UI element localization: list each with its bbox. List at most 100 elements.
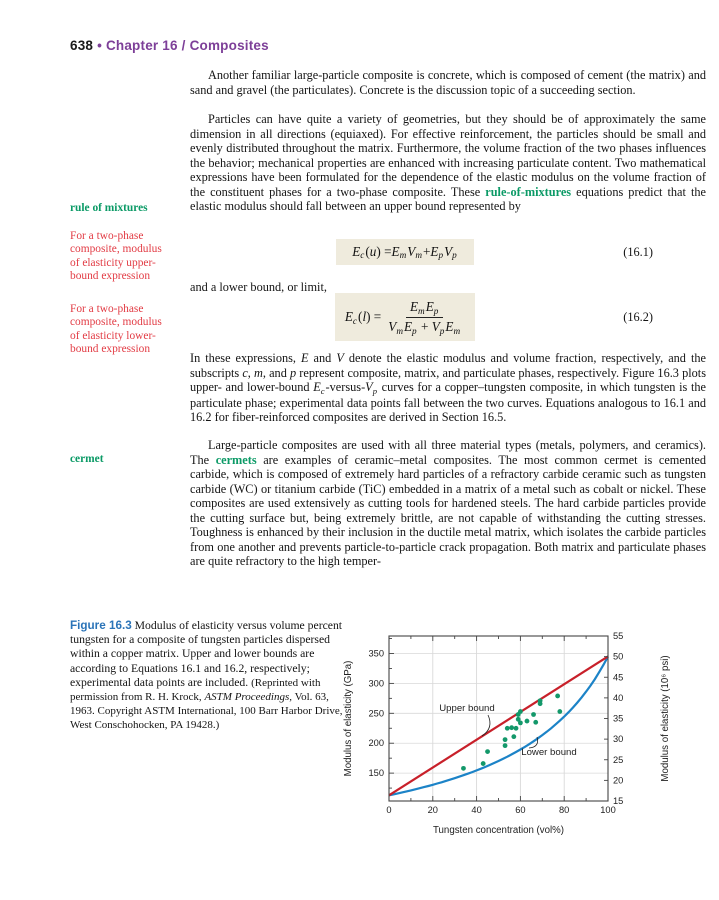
text-segment: , and [262,365,290,380]
text-segment: V [431,318,440,334]
text-segment: 638 [70,38,94,53]
text-segment: denote the elastic modulus and volume fr… [190,351,706,380]
equation-16-1-number: (16.1) [623,245,653,259]
text-segment: m [418,305,425,316]
y-right-axis-title: Modulus of elasticity (10⁶ psi) [660,655,671,781]
equation-16-2-numerator: EmEp [405,298,444,318]
x-tick-label: 80 [559,805,569,815]
data-point [531,712,536,717]
text-segment: Vol. 63, 1963. Copyright ASTM Internatio… [70,691,343,732]
text-segment: E [425,298,434,314]
annotation-label: Upper bound [439,703,494,714]
data-point [557,709,563,714]
page-header: 638 • Chapter 16 / Composites [70,38,670,53]
text-segment: V [336,351,344,365]
figure-caption: Figure 16.3 Modulus of elasticity versus… [70,619,343,733]
text-segment: m [415,250,422,260]
text-segment: ASTM Proceedings, [204,691,293,704]
text-segment: E [445,318,454,334]
y-right-tick-label: 35 [613,714,623,724]
data-point [515,716,521,722]
equation-16-2: Ec(l) = EmEp VmEp + VpEm [335,293,475,341]
equation-16-2-denominator: VmEp + VpEm [384,318,465,337]
x-tick-label: 40 [471,805,481,815]
equation-16-2-fraction: EmEp VmEp + VpEm [384,298,465,337]
text-segment: + [417,318,432,334]
text-segment: and a lower bound, or limit, [190,280,327,294]
paragraph-lower-bound-lead: and a lower bound, or limit, [190,280,706,295]
text-segment: + [422,244,431,259]
data-point [518,720,523,726]
equation-16-2-number: (16.2) [623,310,653,324]
text-segment: Modulus of elasticity versus volume perc… [70,619,343,689]
paragraph-particle-geometry: Particles can have quite a variety of ge… [190,112,706,214]
plot-frame [388,635,609,802]
text-segment: In these expressions, [190,351,302,365]
y-left-tick-label: 350 [368,648,384,658]
text-segment: p [452,250,457,260]
text-segment: p [438,250,444,260]
data-point [524,718,530,724]
text-segment: curves for a copper–tungsten composite, … [190,380,706,424]
x-tick-label: 20 [428,805,438,815]
text-segment: Large-particle composites are used with … [190,438,706,467]
lower-bound-curve [388,655,609,797]
data-point [485,749,490,754]
data-point [518,709,523,714]
annotation-leader-line [481,714,491,737]
text-segment: c [320,386,325,396]
data-point [511,734,517,740]
equation-16-2-lhs: Ec(l) = [344,309,381,326]
y-right-tick-label: 25 [613,755,623,765]
text-segment: m [396,325,403,336]
margin-note-rule-of-mixtures: rule of mixtures [70,202,148,214]
text-segment: p [372,386,377,396]
text-segment: l [362,309,367,324]
x-tick-label: 60 [515,805,525,815]
text-segment: , [247,365,254,380]
y-left-tick-label: 150 [368,768,384,778]
text-segment: and [308,351,337,365]
text-segment: u [369,244,377,259]
text-segment: V [365,380,373,394]
data-point [502,743,508,749]
margin-note-upper-bound: For a two-phase composite, modulus of el… [70,230,162,283]
data-point [504,725,510,731]
text-segment: • [93,38,106,53]
paragraph-cermets: Large-particle composites are used with … [190,438,706,569]
y-left-tick-label: 250 [368,708,384,718]
text-segment: E [352,244,361,259]
text-segment: c [242,365,248,380]
y-right-tick-label: 50 [613,652,623,662]
data-point [502,737,508,743]
text-segment: represent composite, matrix, and particu… [190,365,706,395]
paragraph-expressions: In these expressions, E and V denote the… [190,351,706,425]
text-segment: Another familiar large-particle composit… [190,68,706,97]
text-segment: ( [358,309,363,324]
x-tick-label: 100 [600,805,616,815]
text-segment: m [254,365,263,380]
text-segment: E [301,351,309,365]
text-segment: Particles can have quite a variety of ge… [190,112,706,199]
text-segment: c [352,316,358,326]
text-segment: V [388,318,397,334]
annotation-leader-line [528,736,539,749]
annotation-label: Lower bound [521,747,576,758]
text-segment: E [430,244,439,259]
text-segment: p [412,325,417,336]
data-point [461,765,466,771]
x-tick-label: 0 [386,805,391,815]
text-segment: cermets [215,452,257,467]
text-segment: E [344,309,353,324]
text-segment: E [313,380,321,394]
y-right-tick-label: 40 [613,693,623,703]
margin-note-cermet: cermet [70,453,104,465]
x-axis-title: Tungsten concentration (vol%) [433,825,564,836]
y-right-tick-label: 45 [613,672,623,682]
figure-16-3-chart: 0 20 40 60 80 100 150 200 250 300 350 15 20 25 30 35 40 4… [343,631,671,836]
y-left-tick-label: 300 [368,678,384,688]
text-segment: equations predict that the elastic modul… [190,184,706,214]
text-segment: p [433,305,439,316]
